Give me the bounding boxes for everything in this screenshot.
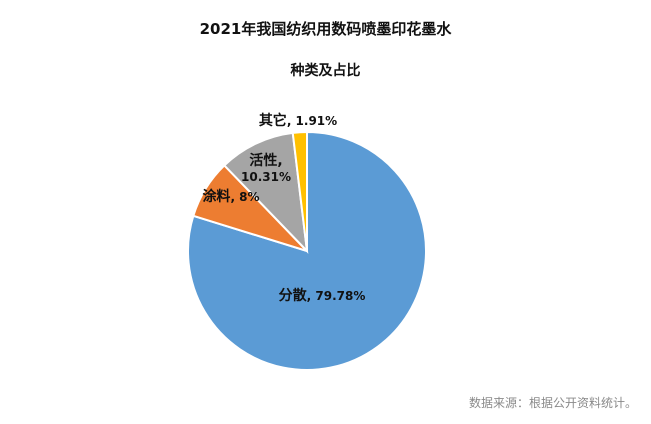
pie-slices bbox=[187, 130, 427, 371]
slice-label-1: 分散, 79.78% bbox=[279, 287, 366, 304]
slice-name-2: 涂料 bbox=[202, 188, 230, 205]
pie-labels: 分散, 79.78% 涂料, 8% 活性, 10.31% 其它, 1.91% bbox=[202, 112, 365, 304]
pie-slice-3 bbox=[222, 131, 309, 254]
slice-label-4: 其它, 1.91% bbox=[259, 112, 337, 129]
chart-title: 2021年我国纺织用数码喷墨印花墨水 bbox=[199, 20, 452, 38]
source-note: 数据来源：根据公开资料统计。 bbox=[468, 396, 637, 410]
slice-value-4: , 1.91% bbox=[287, 114, 337, 128]
slice-name-3: 活性, bbox=[249, 152, 282, 169]
slice-label-3: 活性, 10.31% bbox=[241, 152, 291, 184]
slice-label-2: 涂料, 8% bbox=[202, 188, 259, 205]
slice-name-1: 分散 bbox=[279, 287, 308, 304]
slice-value-2: , 8% bbox=[230, 190, 259, 204]
slice-value-3: 10.31% bbox=[241, 170, 291, 184]
slice-name-4: 其它 bbox=[259, 112, 287, 129]
pie-slice-4 bbox=[291, 130, 308, 252]
pie-slice-1 bbox=[187, 130, 427, 371]
slice-value-1: , 79.78% bbox=[307, 289, 366, 303]
chart-subtitle: 种类及占比 bbox=[290, 63, 361, 79]
